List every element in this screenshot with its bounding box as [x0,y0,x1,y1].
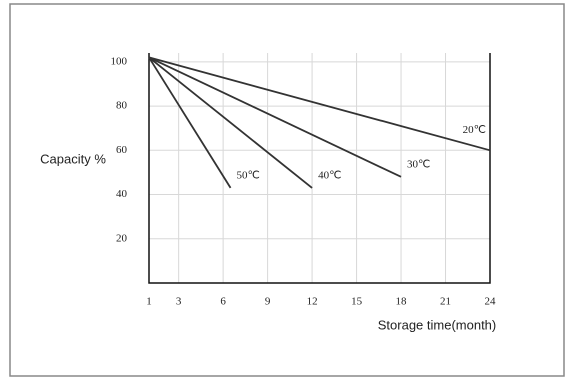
x-tick-label: 9 [265,296,271,308]
y-tick-label: 40 [116,188,128,200]
y-tick-label: 60 [116,144,128,156]
y-tick-label: 80 [116,100,128,112]
line [148,56,313,189]
series-label: 40℃ [318,169,341,181]
series-label: 30℃ [407,158,430,170]
x-tick-label: 6 [220,296,226,308]
series-label: 20℃ [463,124,486,136]
y-axis-label: Capacity % [40,151,106,166]
x-tick-label: 1 [146,296,152,308]
x-tick-label: 15 [351,296,363,308]
x-tick-label: 24 [485,296,497,308]
line [148,56,402,178]
x-axis-label: Storage time(month) [378,317,497,332]
x-tick-label: 21 [440,296,451,308]
x-tick-label: 12 [307,296,318,308]
y-tick-label: 100 [111,55,128,67]
series-label: 50℃ [237,169,260,181]
x-tick-label: 3 [176,296,182,308]
frame [9,3,565,377]
line [148,56,232,189]
line [148,56,491,152]
x-tick-label: 18 [396,296,408,308]
y-tick-label: 20 [116,232,128,244]
axes [148,53,491,284]
